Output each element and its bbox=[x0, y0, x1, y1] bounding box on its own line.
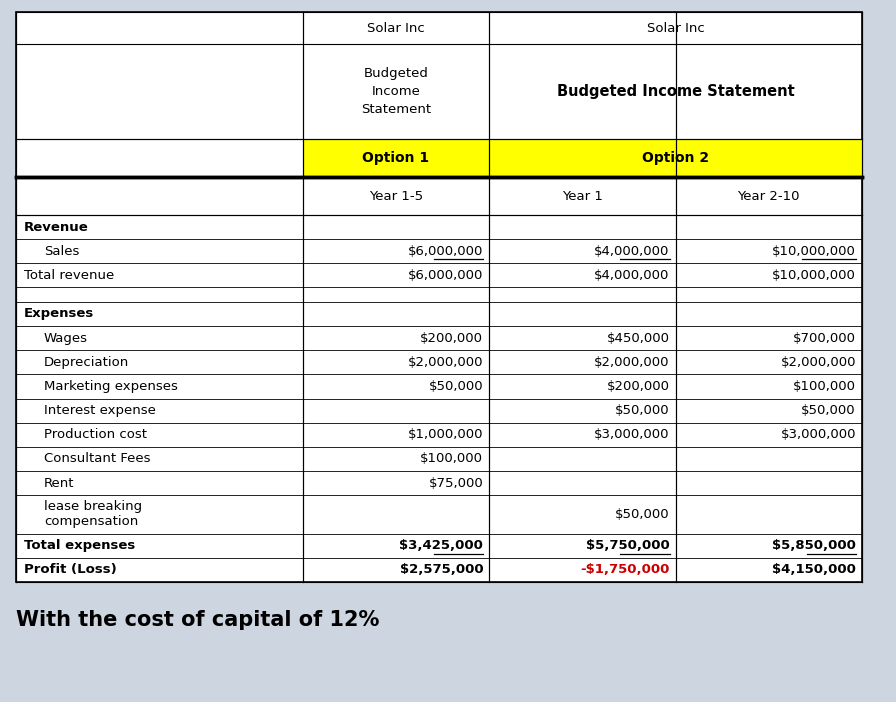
Bar bbox=[489, 139, 862, 177]
Text: lease breaking
compensation: lease breaking compensation bbox=[44, 501, 142, 529]
Text: Sales: Sales bbox=[44, 245, 80, 258]
Text: $700,000: $700,000 bbox=[793, 331, 856, 345]
Bar bbox=[16, 12, 862, 582]
Text: $2,000,000: $2,000,000 bbox=[780, 356, 856, 369]
Text: $3,000,000: $3,000,000 bbox=[594, 428, 669, 442]
Text: Total expenses: Total expenses bbox=[24, 539, 135, 552]
Text: $50,000: $50,000 bbox=[801, 404, 856, 417]
Text: Rent: Rent bbox=[44, 477, 74, 489]
Text: $5,850,000: $5,850,000 bbox=[772, 539, 856, 552]
Text: $4,000,000: $4,000,000 bbox=[594, 269, 669, 282]
Text: $2,575,000: $2,575,000 bbox=[400, 564, 483, 576]
Text: Solar Inc: Solar Inc bbox=[367, 22, 425, 34]
Text: $6,000,000: $6,000,000 bbox=[408, 245, 483, 258]
Text: $1,000,000: $1,000,000 bbox=[408, 428, 483, 442]
Text: Revenue: Revenue bbox=[24, 220, 89, 234]
Text: $10,000,000: $10,000,000 bbox=[772, 245, 856, 258]
Text: With the cost of capital of 12%: With the cost of capital of 12% bbox=[16, 610, 379, 630]
Text: Wages: Wages bbox=[44, 331, 88, 345]
Text: Total revenue: Total revenue bbox=[24, 269, 115, 282]
Text: $6,000,000: $6,000,000 bbox=[408, 269, 483, 282]
Text: $10,000,000: $10,000,000 bbox=[772, 269, 856, 282]
Text: $4,000,000: $4,000,000 bbox=[594, 245, 669, 258]
Text: Option 2: Option 2 bbox=[642, 151, 709, 165]
Text: Budgeted
Income
Statement: Budgeted Income Statement bbox=[361, 67, 431, 116]
Text: $5,750,000: $5,750,000 bbox=[586, 539, 669, 552]
Text: Year 1-5: Year 1-5 bbox=[369, 190, 423, 202]
Text: Expenses: Expenses bbox=[24, 307, 94, 321]
Text: $100,000: $100,000 bbox=[793, 380, 856, 393]
Text: $75,000: $75,000 bbox=[428, 477, 483, 489]
Text: $3,425,000: $3,425,000 bbox=[400, 539, 483, 552]
Text: Depreciation: Depreciation bbox=[44, 356, 129, 369]
Text: $50,000: $50,000 bbox=[615, 404, 669, 417]
Text: $2,000,000: $2,000,000 bbox=[594, 356, 669, 369]
Text: -$1,750,000: -$1,750,000 bbox=[581, 564, 669, 576]
Text: $3,000,000: $3,000,000 bbox=[780, 428, 856, 442]
Text: Budgeted Income Statement: Budgeted Income Statement bbox=[556, 84, 795, 99]
Bar bbox=[303, 139, 489, 177]
Text: Profit (Loss): Profit (Loss) bbox=[24, 564, 116, 576]
Text: Option 1: Option 1 bbox=[362, 151, 429, 165]
Text: Marketing expenses: Marketing expenses bbox=[44, 380, 178, 393]
Text: $100,000: $100,000 bbox=[420, 452, 483, 465]
Text: Production cost: Production cost bbox=[44, 428, 147, 442]
Text: $50,000: $50,000 bbox=[428, 380, 483, 393]
Text: Consultant Fees: Consultant Fees bbox=[44, 452, 151, 465]
Text: $4,150,000: $4,150,000 bbox=[772, 564, 856, 576]
Text: $200,000: $200,000 bbox=[607, 380, 669, 393]
Text: Year 2-10: Year 2-10 bbox=[737, 190, 800, 202]
Text: $200,000: $200,000 bbox=[420, 331, 483, 345]
Text: $450,000: $450,000 bbox=[607, 331, 669, 345]
Text: Solar Inc: Solar Inc bbox=[647, 22, 704, 34]
Text: $2,000,000: $2,000,000 bbox=[408, 356, 483, 369]
Text: Interest expense: Interest expense bbox=[44, 404, 156, 417]
Text: $50,000: $50,000 bbox=[615, 508, 669, 521]
Text: Year 1: Year 1 bbox=[562, 190, 603, 202]
